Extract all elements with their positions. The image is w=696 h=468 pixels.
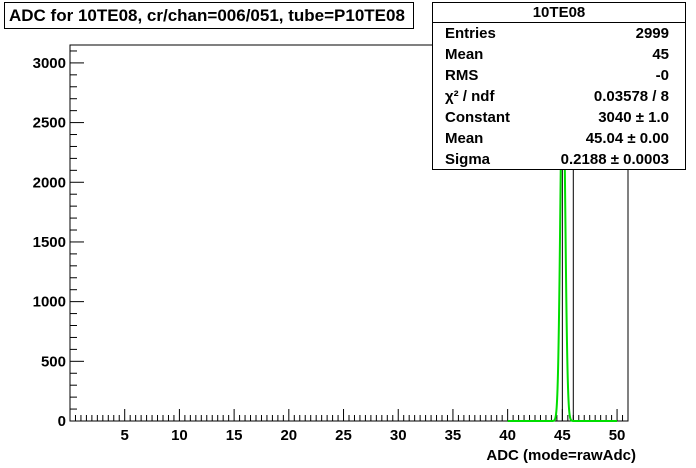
- x-tick-label: 25: [335, 427, 352, 444]
- y-axis: 0 500 1000 1500 2000 2500 3000: [33, 50, 84, 430]
- stats-label: Mean: [445, 46, 484, 63]
- y-tick-label: 0: [58, 413, 66, 430]
- stats-row-sigma: Sigma 0.2188 ± 0.0003: [433, 149, 685, 170]
- x-axis-label: ADC (mode=rawAdc): [486, 447, 636, 464]
- stats-row-entries: Entries 2999: [433, 23, 685, 44]
- y-tick-label: 500: [41, 353, 66, 370]
- x-tick-label: 35: [445, 427, 462, 444]
- stats-row-constant: Constant 3040 ± 1.0: [433, 107, 685, 128]
- x-tick-label: 10: [171, 427, 188, 444]
- y-tick-label: 2000: [33, 174, 66, 191]
- stats-row-rms: RMS -0: [433, 65, 685, 86]
- stats-value: 2999: [635, 25, 669, 42]
- x-axis: 5 10 15 20 25 30 35 40 45 50: [69, 409, 629, 444]
- stats-label: RMS: [445, 67, 479, 84]
- stats-value: -0: [655, 67, 669, 84]
- stats-value: 0.2188 ± 0.0003: [560, 151, 669, 168]
- x-tick-label: 40: [499, 427, 516, 444]
- stats-row-mean: Mean 45: [433, 44, 685, 65]
- stats-row-fit-mean: Mean 45.04 ± 0.00: [433, 128, 685, 149]
- stats-value: 0.03578 / 8: [593, 88, 669, 105]
- stats-label: χ² / ndf: [445, 88, 495, 105]
- x-tick-label: 15: [226, 427, 243, 444]
- stats-box: 10TE08 Entries 2999 Mean 45 RMS -0 χ² / …: [432, 2, 686, 170]
- y-tick-label: 2500: [33, 115, 66, 132]
- stats-label: Mean: [445, 130, 484, 147]
- stats-value: 45: [652, 46, 669, 63]
- stats-value: 45.04 ± 0.00: [585, 130, 669, 147]
- stats-label: Entries: [445, 25, 496, 42]
- x-tick-label: 45: [554, 427, 571, 444]
- stats-value: 3040 ± 1.0: [598, 109, 669, 126]
- stats-label: Sigma: [445, 151, 491, 168]
- x-tick-label: 30: [390, 427, 407, 444]
- y-tick-label: 1500: [33, 234, 66, 251]
- stats-title: 10TE08: [433, 3, 685, 23]
- x-tick-label: 20: [280, 427, 297, 444]
- y-tick-label: 3000: [33, 55, 66, 72]
- stats-label: Constant: [445, 109, 510, 126]
- x-tick-label: 5: [121, 427, 129, 444]
- x-tick-label: 50: [609, 427, 626, 444]
- chart-title: ADC for 10TE08, cr/chan=006/051, tube=P1…: [4, 2, 414, 29]
- stats-row-chi2: χ² / ndf 0.03578 / 8: [433, 86, 685, 107]
- y-tick-label: 1000: [33, 294, 66, 311]
